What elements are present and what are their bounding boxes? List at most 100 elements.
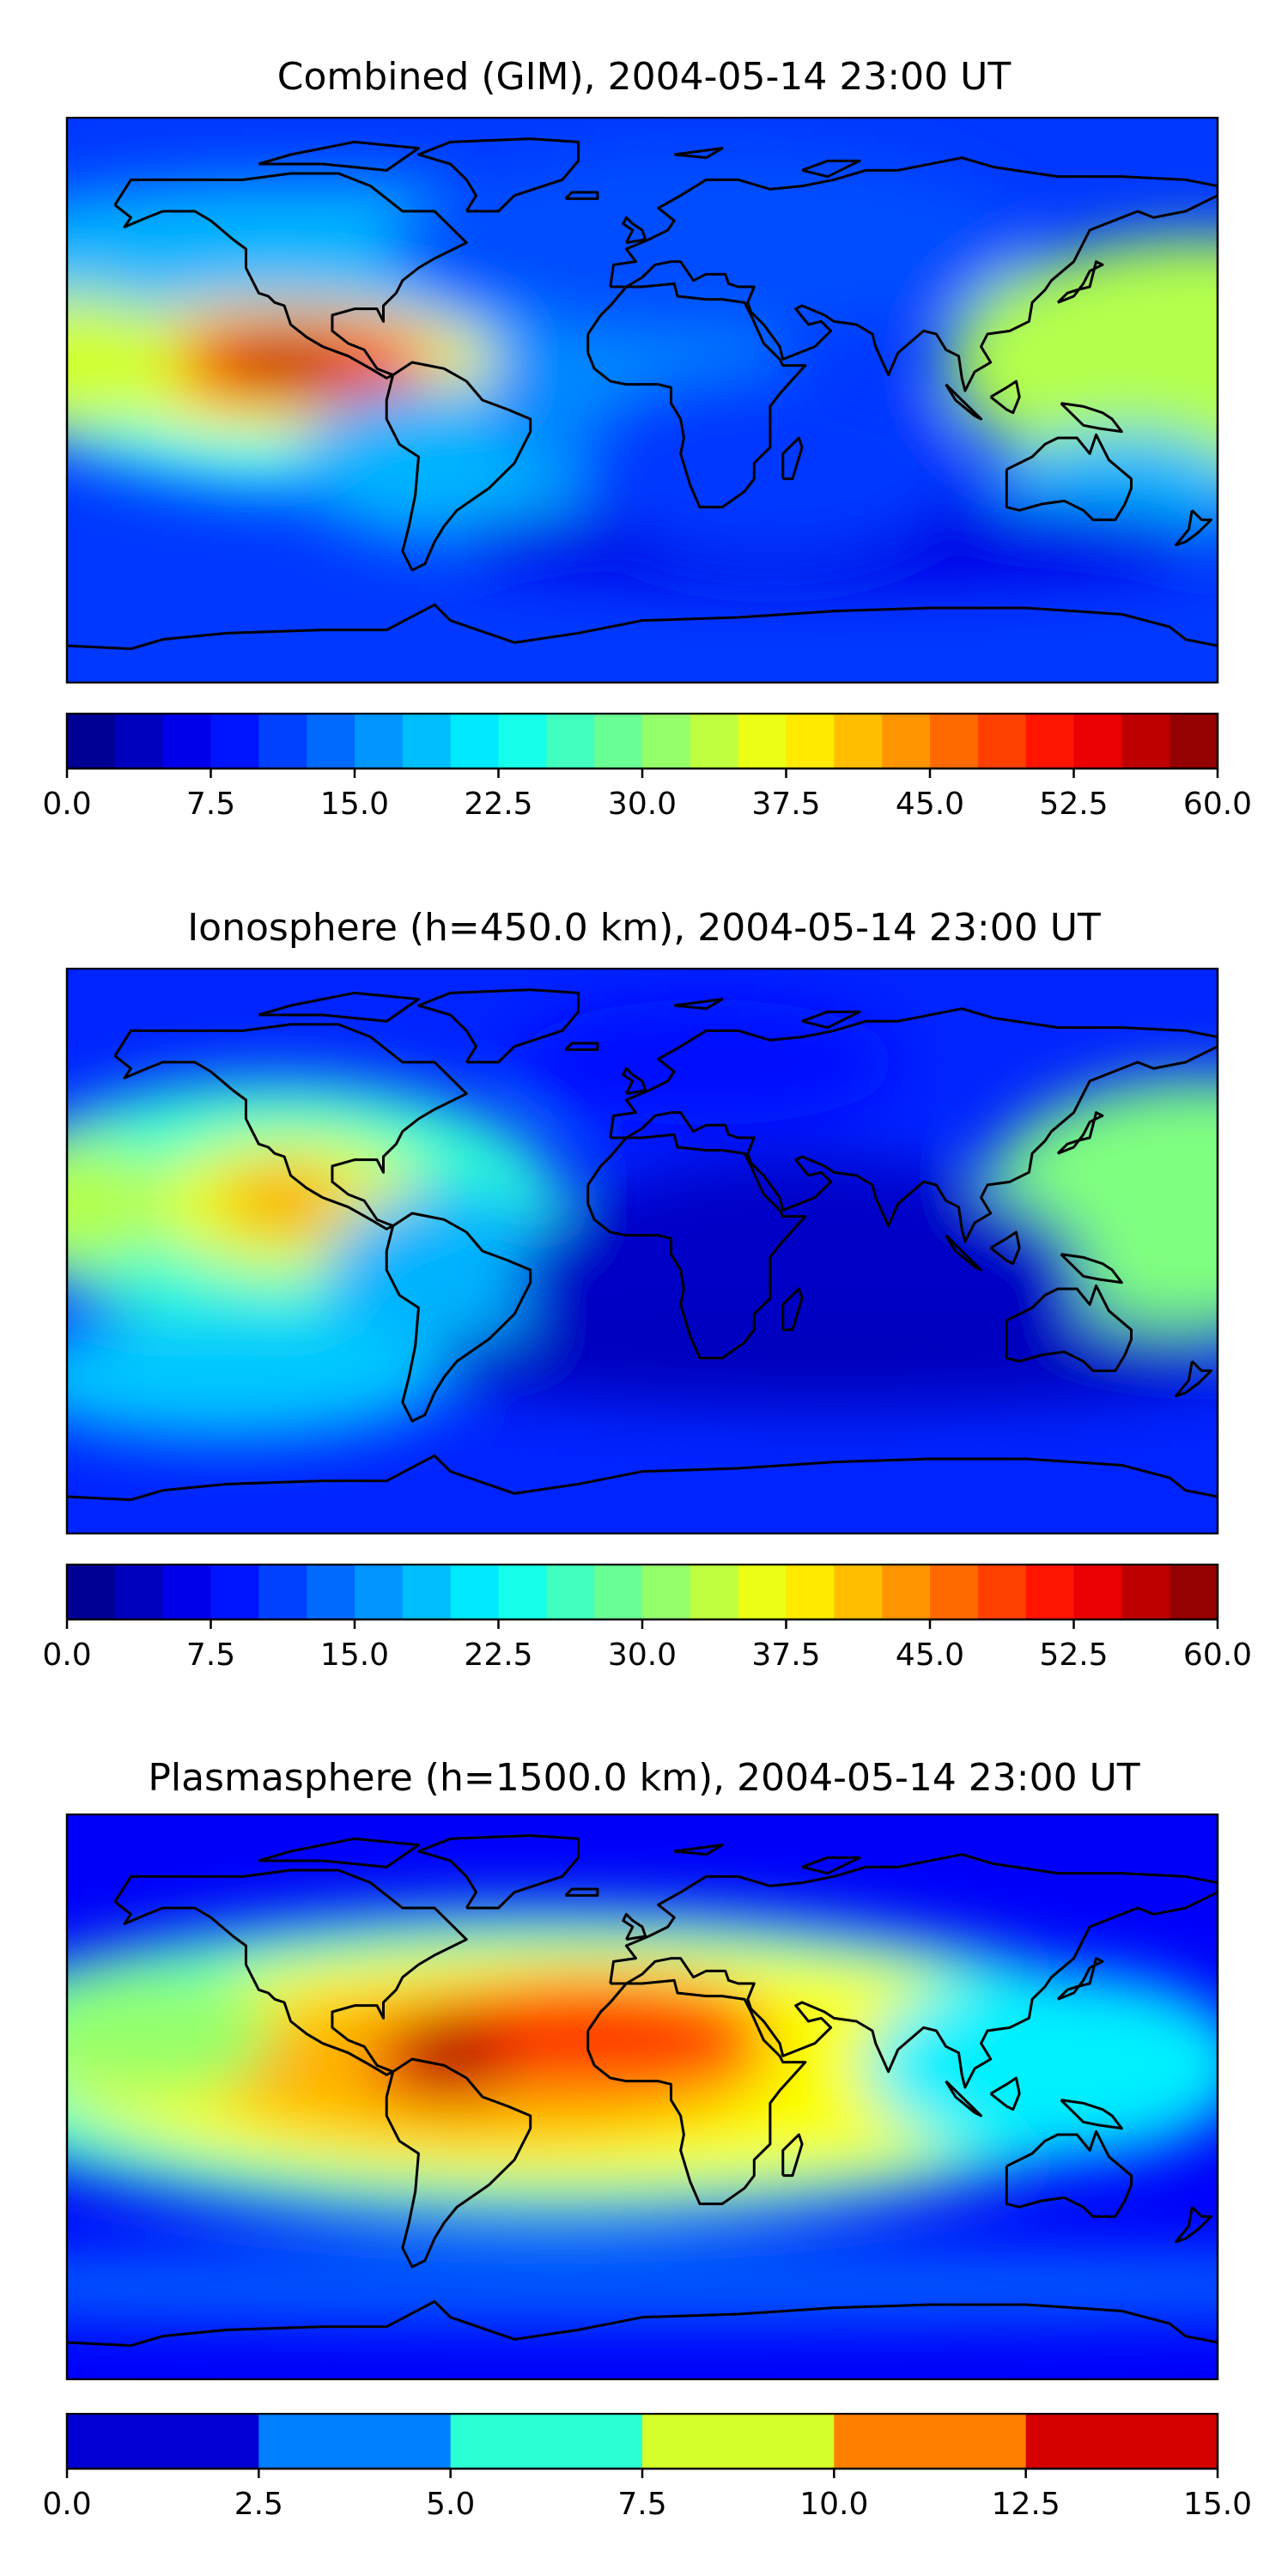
colorbar-tick-label: 52.5 <box>1039 1637 1108 1673</box>
coastline <box>609 1007 1218 1243</box>
coastline <box>586 1133 807 1360</box>
map-field-region <box>386 148 1026 337</box>
coastline <box>1060 1253 1123 1285</box>
colorbar-segment <box>114 713 164 769</box>
coastline <box>67 603 1218 651</box>
colorbar-tick-label: 2.5 <box>234 2487 283 2522</box>
colorbar-segment <box>258 1564 307 1620</box>
colorbar-segment <box>786 1564 835 1620</box>
colorbar-tick-label: 10.0 <box>799 2487 868 2522</box>
colorbar-segment <box>1121 1564 1170 1620</box>
map-field-region <box>67 293 185 432</box>
coastline <box>67 2300 1218 2348</box>
map-field-region <box>866 1971 1218 2160</box>
coastline <box>416 1834 580 1910</box>
coastline <box>801 1010 861 1030</box>
colorbar-tick-label: 7.5 <box>617 2487 666 2522</box>
colorbar-segment <box>258 713 307 769</box>
coastline <box>945 383 983 421</box>
coastline <box>622 216 647 245</box>
colorbar-segment <box>882 713 931 769</box>
coastline <box>781 436 804 481</box>
colorbar-segment <box>1121 713 1170 769</box>
coastline <box>622 1912 647 1941</box>
colorbar-tick-label: 7.5 <box>186 1637 235 1673</box>
colorbar-tick-label: 5.0 <box>426 2487 475 2522</box>
colorbar-tick-label: 22.5 <box>464 787 532 822</box>
panel-1-title: Combined (GIM), 2004-05-14 23:00 UT <box>276 55 1012 99</box>
coastline <box>945 1234 983 1272</box>
coastline <box>1060 2099 1123 2130</box>
coastline <box>674 998 724 1011</box>
coastline <box>258 1837 420 1868</box>
colorbar-segment <box>882 1564 931 1620</box>
coastline <box>385 2057 532 2269</box>
colorbar-tick-label: 45.0 <box>896 787 964 822</box>
map-field-region <box>322 1188 579 1377</box>
coastline <box>1005 433 1133 521</box>
colorbar-tick-label: 30.0 <box>608 787 677 822</box>
coastline <box>1056 1111 1104 1155</box>
coastline <box>416 988 580 1064</box>
colorbar-segment <box>67 2413 259 2470</box>
colorbar-segment <box>258 2413 452 2470</box>
colorbar-segment <box>402 713 452 769</box>
coastline <box>1005 1284 1133 1372</box>
colorbar-tick-label: 30.0 <box>608 1637 677 1673</box>
coastline <box>1175 1360 1213 1398</box>
colorbar-segment <box>1170 713 1218 769</box>
coastline <box>989 380 1021 415</box>
coastline <box>416 137 580 213</box>
colorbar-segment <box>977 713 1027 769</box>
colorbar-segment <box>977 1564 1027 1620</box>
coastline <box>1056 1957 1104 2001</box>
coastline <box>609 1853 1218 2089</box>
map-field-region <box>418 1314 1218 1409</box>
colorbar-segment <box>546 713 595 769</box>
colorbar-tick-label: 15.0 <box>320 1637 389 1673</box>
colorbar-segment <box>1025 2413 1218 2470</box>
colorbar-segment <box>834 2413 1027 2470</box>
colorbar-segment <box>402 1564 452 1620</box>
coastline <box>989 2076 1021 2111</box>
coastline <box>113 172 468 380</box>
colorbar-segment <box>786 713 835 769</box>
panel-2-map <box>65 968 1219 1534</box>
colorbar-segment <box>594 1564 643 1620</box>
colorbar-tick-label: 60.0 <box>1183 1637 1252 1673</box>
colorbar-segment <box>930 1564 979 1620</box>
colorbar-segment <box>162 1564 211 1620</box>
colorbar-segment <box>498 713 547 769</box>
panel-2-title: Ionosphere (h=450.0 km), 2004-05-14 23:0… <box>187 906 1101 950</box>
colorbar-segment <box>498 1564 547 1620</box>
colorbar-frame <box>65 713 1219 770</box>
coastline <box>564 191 599 200</box>
coastline <box>586 282 807 509</box>
coastline <box>258 991 420 1023</box>
coastline <box>385 1212 532 1423</box>
map-frame <box>65 1814 1219 2380</box>
colorbar-segment <box>690 713 739 769</box>
colorbar-segment <box>450 713 499 769</box>
map-field-region <box>578 368 963 558</box>
coastline <box>781 2133 804 2178</box>
coastline <box>564 1042 599 1051</box>
colorbar-segment <box>162 713 211 769</box>
map-field-region <box>67 1314 451 1440</box>
colorbar-segment <box>1170 1564 1218 1620</box>
coastline <box>113 1868 468 2076</box>
colorbar-tick-label: 37.5 <box>751 1637 820 1673</box>
map-frame <box>65 968 1219 1534</box>
coastline <box>1060 402 1123 434</box>
map-field-region <box>67 1971 275 2097</box>
map-field-region <box>945 236 1218 489</box>
colorbar-segment <box>1073 1564 1122 1620</box>
colorbar-tick-label: 22.5 <box>464 1637 532 1673</box>
map-field-region <box>67 2248 1218 2324</box>
coastline <box>1005 2129 1133 2218</box>
colorbar-tick-label: 0.0 <box>42 787 91 822</box>
panel-1-colorbar: 0.0 7.5 15.0 22.5 30.0 37.5 45.0 52.5 60.0 <box>42 713 1252 822</box>
colorbar-frame <box>65 2413 1219 2470</box>
colorbar-tick-label: 15.0 <box>1183 2487 1252 2522</box>
colorbar-segment <box>450 1564 499 1620</box>
